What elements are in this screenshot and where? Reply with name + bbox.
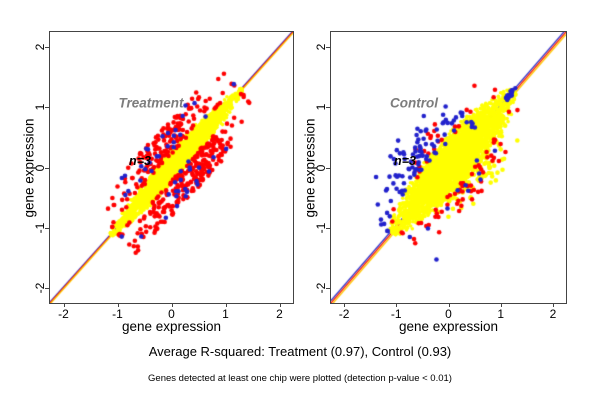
y-tick-mark: [45, 167, 49, 169]
control-x-axis-label: gene expression: [398, 319, 499, 334]
x-tick-label: 2: [549, 307, 557, 321]
y-tick-mark: [326, 47, 330, 49]
x-tick-label: -2: [58, 307, 69, 321]
x-tick-label: -1: [390, 307, 402, 321]
caption-average-r-squared: Average R-squared: Treatment (0.97), Con…: [148, 344, 452, 359]
y-tick-label: -1: [314, 222, 328, 234]
y-tick-label: 2: [33, 43, 47, 51]
y-tick-label: -1: [33, 222, 47, 234]
y-tick-mark: [326, 287, 330, 289]
treatment-scatter-canvas: [50, 32, 293, 303]
x-tick-label: -1: [112, 307, 123, 321]
x-tick-mark: [396, 303, 398, 307]
control-n-label: n=3: [394, 154, 416, 168]
panel-treatment: Treatment n=3 gene expression gene expre…: [22, 31, 294, 334]
footnote-detection-note: Genes detected at least one chip were pl…: [148, 373, 452, 384]
x-tick-mark: [552, 303, 554, 307]
y-tick-mark: [45, 107, 49, 109]
y-tick-label: 0: [33, 164, 47, 171]
y-tick-mark: [326, 167, 330, 169]
x-tick-mark: [171, 303, 173, 307]
y-tick-label: 1: [33, 103, 47, 111]
x-tick-mark: [117, 303, 119, 307]
control-scatter-canvas: [331, 32, 566, 303]
x-tick-label: 1: [497, 307, 505, 321]
y-tick-mark: [45, 227, 49, 229]
control-annotation: Control: [390, 95, 438, 111]
x-tick-label: 2: [276, 307, 283, 321]
x-tick-mark: [225, 303, 227, 307]
x-tick-label: -2: [338, 307, 350, 321]
panel-control: Control n=3 gene expression gene express…: [303, 31, 567, 334]
x-tick-mark: [448, 303, 450, 307]
y-tick-label: 0: [314, 164, 328, 171]
y-tick-label: -2: [33, 282, 47, 294]
treatment-x-axis-label: gene expression: [121, 319, 222, 334]
y-tick-mark: [326, 227, 330, 229]
x-tick-label: 0: [168, 307, 175, 321]
x-tick-mark: [500, 303, 502, 307]
y-tick-label: 2: [314, 43, 328, 51]
x-tick-mark: [344, 303, 346, 307]
x-tick-label: 1: [222, 307, 229, 321]
x-tick-mark: [63, 303, 65, 307]
y-tick-mark: [326, 107, 330, 109]
treatment-annotation: Treatment: [118, 95, 184, 111]
y-tick-mark: [45, 287, 49, 289]
y-tick-label: -2: [314, 282, 328, 294]
y-tick-label: 1: [314, 103, 328, 111]
x-tick-label: 0: [445, 307, 452, 321]
x-tick-mark: [279, 303, 281, 307]
y-tick-mark: [45, 47, 49, 49]
treatment-n-label: n=3: [129, 154, 151, 168]
